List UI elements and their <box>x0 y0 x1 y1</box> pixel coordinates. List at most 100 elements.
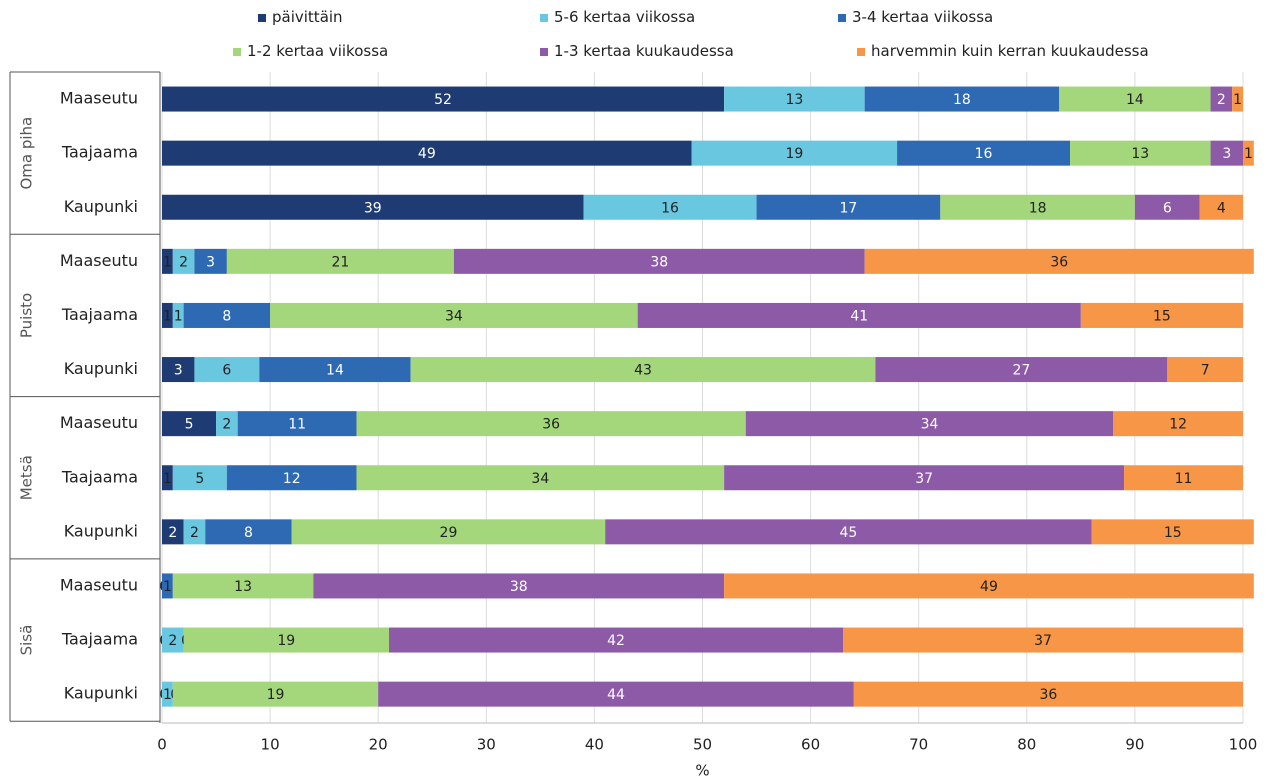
category-label: Kaupunki <box>64 359 138 378</box>
bar-segment <box>1124 465 1243 491</box>
data-label: 41 <box>850 308 868 324</box>
data-label: 18 <box>953 92 971 108</box>
bar-segment <box>162 465 173 491</box>
data-label: 19 <box>785 146 803 162</box>
data-label: 5 <box>195 471 204 487</box>
category-label: Kaupunki <box>64 521 138 540</box>
data-label: 27 <box>1012 363 1030 379</box>
bar-segment <box>194 357 260 383</box>
data-label: 29 <box>440 525 458 541</box>
bar-segment <box>162 627 184 653</box>
data-label: 49 <box>418 146 436 162</box>
data-label: 34 <box>445 308 463 324</box>
bar-segment <box>162 140 692 166</box>
data-label: 37 <box>1034 633 1052 649</box>
data-label: 43 <box>634 363 652 379</box>
bar-segment <box>1210 86 1233 112</box>
legend-swatch <box>838 13 846 22</box>
data-label: 45 <box>840 525 858 541</box>
legend-label: harvemmin kuin kerran kuukaudessa <box>871 42 1149 60</box>
data-label: 6 <box>222 363 231 379</box>
bar-segment <box>313 573 725 599</box>
bar-segment <box>1210 140 1243 166</box>
bar-segment <box>194 248 227 274</box>
bar-segment <box>162 248 173 274</box>
category-label: Maaseutu <box>60 575 138 594</box>
category-label: Kaupunki <box>64 684 138 703</box>
legend-label: päivittäin <box>272 8 343 26</box>
bar-segment <box>1070 140 1211 166</box>
data-label: 4 <box>1217 200 1226 216</box>
legend-swatch <box>540 13 548 22</box>
bar-segment <box>183 519 206 545</box>
data-label: 6 <box>1163 200 1172 216</box>
x-tick-label: 80 <box>1017 736 1036 754</box>
legend-label: 1-3 kertaa kuukaudessa <box>554 42 734 60</box>
legend-item: harvemmin kuin kerran kuukaudessa <box>857 42 1149 60</box>
x-tick-label: 70 <box>909 736 928 754</box>
bar-segment <box>897 140 1071 166</box>
data-label: 1 <box>163 579 172 595</box>
bar-segment <box>864 248 1254 274</box>
bar-segment <box>756 194 941 220</box>
data-label: 52 <box>434 92 452 108</box>
legend-label: 5-6 kertaa viikossa <box>554 8 696 26</box>
bar-segment <box>1134 194 1200 220</box>
data-label: 16 <box>975 146 993 162</box>
bar-segment <box>637 302 1081 328</box>
bar-segment <box>183 627 390 653</box>
data-label: 14 <box>1126 92 1144 108</box>
data-label: 19 <box>277 633 295 649</box>
legend-swatch <box>258 13 266 22</box>
data-label: 1 <box>163 471 172 487</box>
bar-segment <box>583 194 757 220</box>
data-label: 1 <box>163 308 172 324</box>
legend-item: päivittäin <box>258 8 343 26</box>
bar-segment <box>724 573 1254 599</box>
bar-segment <box>356 411 746 437</box>
data-label: 36 <box>1050 254 1068 270</box>
bar-segment <box>226 465 357 491</box>
legend-item: 1-3 kertaa kuukaudessa <box>540 42 734 60</box>
data-label: 42 <box>607 633 625 649</box>
data-label: 38 <box>650 254 668 270</box>
category-label: Taajaama <box>61 630 138 649</box>
x-axis-title: % <box>695 762 709 780</box>
bar-segment <box>378 681 854 707</box>
data-label: 2 <box>179 254 188 270</box>
category-label: Taajaama <box>61 305 138 324</box>
data-label: 1 <box>174 308 183 324</box>
bar-segment <box>1080 302 1243 328</box>
category-label: Maaseutu <box>60 89 138 108</box>
category-label: Maaseutu <box>60 251 138 270</box>
data-label: 8 <box>244 525 253 541</box>
legend-item: 1-2 kertaa viikossa <box>233 42 388 60</box>
bar-segment <box>172 302 184 328</box>
data-label: 34 <box>921 417 939 433</box>
bar-segment <box>864 86 1060 112</box>
data-label: 12 <box>283 471 301 487</box>
data-label: 11 <box>1175 471 1193 487</box>
data-label: 15 <box>1164 525 1182 541</box>
legend-swatch <box>857 47 865 56</box>
bar-segment <box>162 573 173 599</box>
data-label: 15 <box>1153 308 1171 324</box>
bar-segment <box>162 302 173 328</box>
data-label: 44 <box>607 687 625 703</box>
bar-segment <box>1059 86 1211 112</box>
bar-segment <box>745 411 1114 437</box>
data-label: 7 <box>1201 363 1210 379</box>
legend-item: 5-6 kertaa viikossa <box>540 8 695 26</box>
group-label: Sisä <box>18 625 36 656</box>
data-label: 18 <box>1029 200 1047 216</box>
group-label: Puisto <box>18 293 36 338</box>
x-tick-label: 100 <box>1229 736 1258 754</box>
bar-segment <box>172 573 314 599</box>
bar-segment <box>691 140 898 166</box>
bar-segment <box>605 519 1092 545</box>
bar-segment <box>1232 86 1243 112</box>
bar-segment <box>172 248 195 274</box>
bar-segment <box>875 357 1168 383</box>
x-tick-label: 20 <box>369 736 388 754</box>
